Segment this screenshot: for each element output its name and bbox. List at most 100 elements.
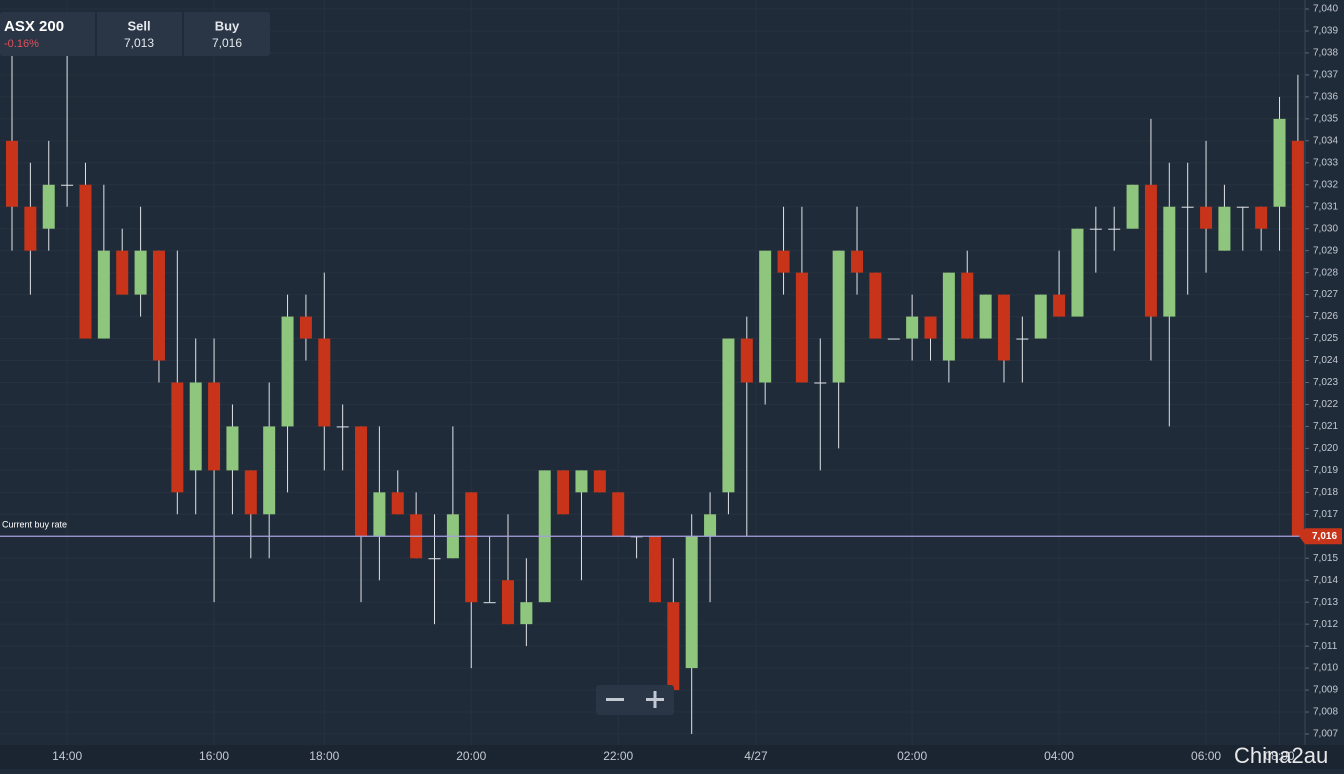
candle-body [722,338,735,493]
candle-body [42,184,55,229]
x-tick-label: 04:00 [1044,749,1074,763]
y-tick-label: 7,026 [1313,311,1338,322]
zoom-in-bar[interactable] [653,691,657,708]
candle-body [667,602,680,691]
candle-body [263,426,276,515]
y-tick-label: 7,039 [1313,26,1338,37]
y-tick-label: 7,034 [1313,135,1338,146]
y-tick-label: 7,027 [1313,289,1338,300]
y-tick-label: 7,038 [1313,48,1338,59]
candle-body [1034,294,1047,339]
y-tick-label: 7,019 [1313,465,1338,476]
current-rate-label: Current buy rate [2,520,67,530]
candle-body [1236,206,1249,208]
candle-body [79,184,92,339]
sell-label[interactable]: Sell [127,18,150,33]
candle-body [814,382,827,384]
price-tag-label: 7,016 [1312,531,1337,542]
y-tick-label: 7,009 [1313,685,1338,696]
candle-body [869,272,882,339]
candle-body [520,602,533,625]
time-axis-bar [0,745,1344,769]
y-tick-label: 7,008 [1313,707,1338,718]
y-tick-label: 7,007 [1313,729,1338,740]
candle-body [1016,338,1029,340]
change: -0.16% [4,38,39,50]
x-tick-label: 02:00 [897,749,927,763]
candle-body [979,294,992,339]
y-tick-label: 7,013 [1313,597,1338,608]
buy-label[interactable]: Buy [215,18,240,33]
candle-body [152,250,165,361]
zoom-out[interactable] [606,698,624,701]
candle-body [373,492,386,537]
candle-body [116,250,129,295]
y-tick-label: 7,035 [1313,113,1338,124]
y-tick-label: 7,036 [1313,92,1338,103]
candle-body [281,316,294,427]
candle-body [483,602,496,604]
y-tick-label: 7,029 [1313,245,1338,256]
y-tick-label: 7,032 [1313,179,1338,190]
candle-body [61,184,74,186]
y-tick-label: 7,037 [1313,70,1338,81]
candle-body [336,426,349,428]
sell-value[interactable]: 7,013 [124,36,154,50]
candle-body [557,470,570,515]
y-tick-label: 7,024 [1313,355,1338,366]
candle-body [1200,206,1213,229]
candle-body [593,470,606,493]
x-tick-label: 20:00 [456,749,486,763]
candle-body [685,536,698,669]
candle-body [208,382,221,471]
candle-body [1144,184,1157,317]
candle-body [465,492,478,603]
candle-body [648,536,661,603]
buy-value[interactable]: 7,016 [212,36,242,50]
candle-body [924,316,937,339]
y-tick-label: 7,030 [1313,223,1338,234]
candle-body [391,492,404,515]
y-tick-label: 7,040 [1313,4,1338,15]
x-tick-label: 16:00 [199,749,229,763]
y-tick-label: 7,012 [1313,619,1338,630]
y-tick-label: 7,023 [1313,377,1338,388]
candle-body [961,272,974,339]
candle-body [24,206,37,251]
x-tick-label: 22:00 [603,749,633,763]
candle-body [226,426,239,471]
watermark: China2au [1234,743,1328,768]
candle-body [777,250,790,273]
y-tick-label: 7,018 [1313,487,1338,498]
y-tick-label: 7,017 [1313,509,1338,520]
candle-body [1053,294,1066,317]
candle-body [134,250,147,295]
y-tick-label: 7,010 [1313,663,1338,674]
x-tick-label: 4/27 [744,749,768,763]
x-tick-label: 08:00 [1265,749,1295,763]
candle-body [355,426,368,537]
candle-body [189,382,202,471]
instrument: ASX 200 [4,18,64,35]
candle-body [318,338,331,427]
candle-body [1273,118,1286,207]
y-tick-label: 7,028 [1313,267,1338,278]
zoom-controls [596,685,674,715]
y-tick-label: 7,033 [1313,157,1338,168]
y-tick-label: 7,021 [1313,421,1338,432]
candle-body [1255,206,1268,229]
candle-body [759,250,772,383]
candle-body [1163,206,1176,317]
header-bg [0,12,270,56]
candle-body [1071,228,1084,317]
x-tick-label: 06:00 [1191,749,1221,763]
candle-body [97,250,110,339]
candle-body [244,470,257,515]
candle-body [942,272,955,361]
candle-body [795,272,808,383]
price-tag [1299,528,1342,545]
x-tick-label: 14:00 [52,749,82,763]
y-tick-label: 7,011 [1313,641,1338,652]
candle-body [1089,228,1102,230]
